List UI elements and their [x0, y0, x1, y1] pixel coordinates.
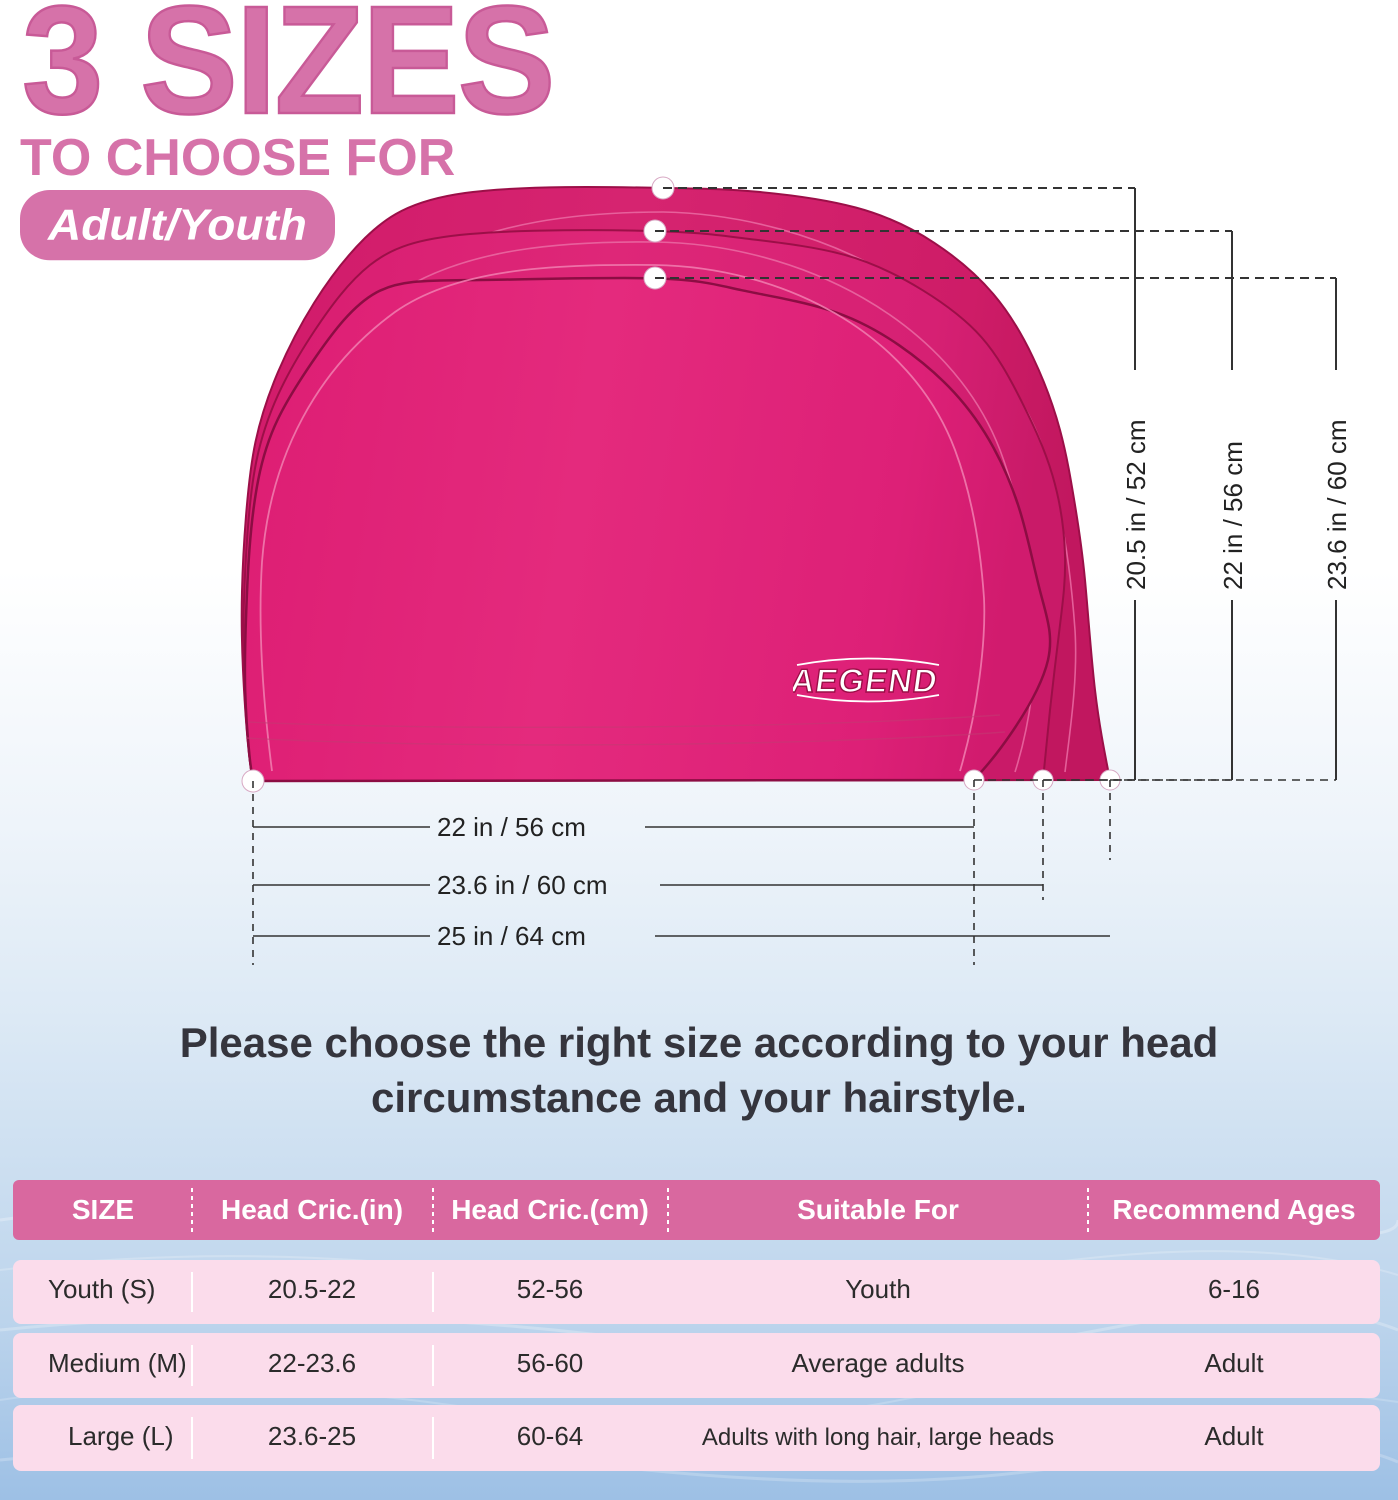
- svg-text:Youth (S): Youth (S): [48, 1274, 155, 1304]
- svg-text:SIZE: SIZE: [72, 1194, 134, 1225]
- svg-text:Large (L): Large (L): [68, 1421, 174, 1451]
- svg-text:Average adults: Average adults: [792, 1348, 965, 1378]
- svg-text:60-64: 60-64: [517, 1421, 584, 1451]
- svg-text:Recommend Ages: Recommend Ages: [1112, 1194, 1355, 1225]
- svg-text:23.6 in / 60 cm: 23.6 in / 60 cm: [1322, 419, 1352, 590]
- svg-text:Adult: Adult: [1204, 1348, 1264, 1378]
- svg-text:23.6 in / 60 cm: 23.6 in / 60 cm: [437, 870, 608, 900]
- svg-text:Youth: Youth: [845, 1274, 911, 1304]
- svg-text:Head Cric.(cm): Head Cric.(cm): [451, 1194, 649, 1225]
- svg-text:25 in / 64 cm: 25 in / 64 cm: [437, 921, 586, 951]
- svg-text:Medium (M): Medium (M): [48, 1348, 187, 1378]
- svg-text:Head Cric.(in): Head Cric.(in): [221, 1194, 403, 1225]
- svg-text:Adult: Adult: [1204, 1421, 1264, 1451]
- svg-text:22 in / 56 cm: 22 in / 56 cm: [437, 812, 586, 842]
- svg-text:20.5 in / 52 cm: 20.5 in / 52 cm: [1121, 419, 1151, 590]
- svg-text:AEGEND: AEGEND: [793, 663, 940, 700]
- svg-text:52-56: 52-56: [517, 1274, 584, 1304]
- svg-text:6-16: 6-16: [1208, 1274, 1260, 1304]
- svg-text:Adults with long hair, large: Adults with long hair, large heads: [702, 1424, 1054, 1451]
- svg-text:22-23.6: 22-23.6: [268, 1348, 356, 1378]
- svg-text:Suitable For: Suitable For: [797, 1194, 959, 1225]
- svg-text:23.6-25: 23.6-25: [268, 1421, 356, 1451]
- svg-text:56-60: 56-60: [517, 1348, 584, 1378]
- svg-text:22 in / 56 cm: 22 in / 56 cm: [1218, 441, 1248, 590]
- svg-text:20.5-22: 20.5-22: [268, 1274, 356, 1304]
